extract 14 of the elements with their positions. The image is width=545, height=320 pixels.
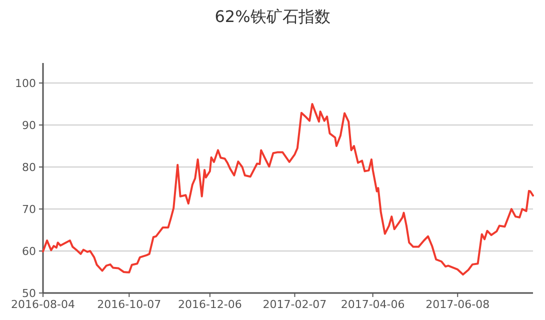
- y-tick-label: 50: [22, 287, 36, 300]
- y-tick-label: 60: [22, 245, 36, 258]
- y-tick-label: 80: [22, 161, 36, 174]
- y-tick-label: 70: [22, 203, 36, 216]
- chart-title: 62%铁矿石指数: [214, 7, 330, 26]
- x-tick-label: 2016-12-06: [178, 298, 242, 311]
- x-tick-label: 2016-10-07: [97, 298, 162, 311]
- y-tick-label: 90: [22, 119, 36, 132]
- x-tick-label: 2016-08-04: [11, 298, 75, 311]
- x-tick-label: 2017-02-07: [262, 298, 327, 311]
- x-tick-label: 2017-04-06: [340, 298, 405, 311]
- y-tick-label: 100: [15, 77, 36, 90]
- x-tick-label: 2017-06-08: [426, 298, 490, 311]
- line-series: [42, 103, 534, 276]
